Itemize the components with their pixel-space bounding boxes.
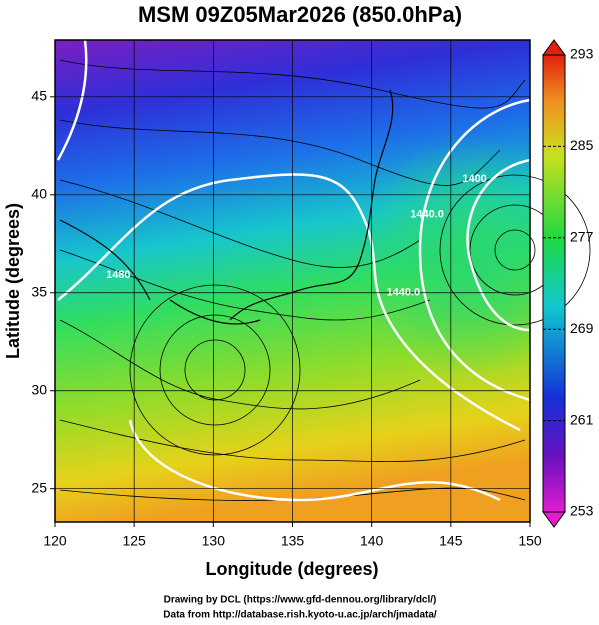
y-tick-label: 35 <box>31 283 47 299</box>
y-tick-label: 30 <box>31 381 47 397</box>
x-tick-label: 130 <box>202 533 226 549</box>
colorbar <box>542 54 566 513</box>
x-tick-label: 145 <box>439 533 463 549</box>
contour-label: 1440.0 <box>410 208 444 220</box>
colorbar-tick-label: 253 <box>570 503 594 519</box>
plot-area: 1480 1440.0 1440.0 1400 <box>54 39 591 523</box>
y-tick-label: 25 <box>31 479 47 495</box>
colorbar-tick-label: 269 <box>570 320 594 336</box>
colorbar-arrow-bottom <box>542 511 566 528</box>
x-tick-label: 120 <box>43 533 67 549</box>
x-axis-label: Longitude (degrees) <box>205 559 378 579</box>
x-tick-label: 140 <box>360 533 384 549</box>
credit: Data from http://database.rish.kyoto-u.a… <box>163 610 437 621</box>
contour-label: 1440.0 <box>387 287 421 299</box>
colorbar-arrow-top <box>542 39 566 56</box>
x-tick-label: 135 <box>281 533 305 549</box>
credit: Drawing by DCL (https://www.gfd-dennou.o… <box>164 595 437 606</box>
x-tick-label: 125 <box>122 533 146 549</box>
colorbar-tick-label: 277 <box>570 229 594 245</box>
x-tick-label: 150 <box>518 533 542 549</box>
height-contours <box>56 39 531 502</box>
contour-label: 1480 <box>106 269 130 281</box>
y-tick-label: 45 <box>31 88 47 104</box>
coastlines <box>59 89 394 325</box>
colorbar-tick-label: 293 <box>570 46 594 62</box>
y-axis-label: Latitude (degrees) <box>3 203 23 359</box>
y-tick-label: 40 <box>31 185 47 201</box>
contour-label: 1400 <box>462 173 486 185</box>
colorbar-tick-label: 285 <box>570 137 594 153</box>
title: MSM 09Z05Mar2026 (850.0hPa) <box>138 2 462 27</box>
colorbar-tick-label: 261 <box>570 411 594 427</box>
